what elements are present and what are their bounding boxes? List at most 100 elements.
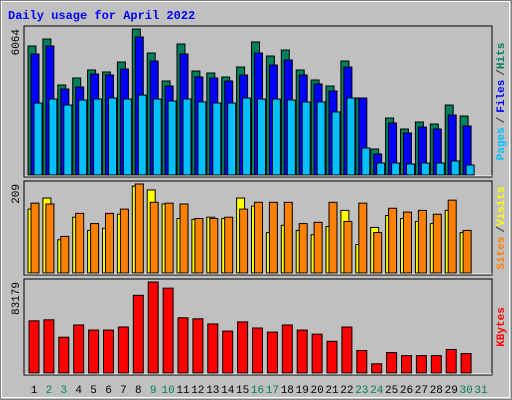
bar [415,355,427,374]
legend-entry: Pages [496,127,508,160]
bar [403,211,412,274]
bar [108,97,117,176]
bar [90,223,100,274]
bar [376,162,386,176]
x-tick-label: 8 [135,385,142,397]
bar [417,209,427,274]
x-tick-label: 13 [206,385,219,397]
bar [137,94,147,176]
x-tick-label: 2 [46,385,53,397]
x-tick-label: 26 [400,385,413,397]
bar [286,99,296,176]
bar [197,101,207,176]
bar [341,326,353,374]
bar [227,102,237,176]
x-tick-label: 3 [60,385,67,397]
legend-separator: / [496,116,508,123]
bar [164,202,174,274]
bar [313,221,323,274]
bar [435,162,445,176]
bar [450,160,460,176]
bar [465,164,475,176]
bar [222,330,234,374]
x-tick-label: 19 [296,385,309,397]
bar [420,162,430,176]
x-tick-label: 22 [340,385,353,397]
bar [105,212,114,274]
bar [391,162,401,176]
y-tick-label: 6064 [11,29,23,56]
bar [45,203,55,274]
y-tick-label: 83179 [11,282,23,315]
bar [48,98,58,176]
legend-entry: Hits [496,43,508,69]
bar [78,99,88,176]
bar [311,333,323,374]
bar [432,213,442,274]
bar [445,348,457,374]
x-tick-label: 20 [310,385,323,397]
x-tick-label: 16 [251,385,264,397]
x-tick-label: 27 [415,385,428,397]
bar [460,353,472,374]
bar [283,201,293,274]
bar [30,202,40,274]
bar [43,319,55,374]
legend-separator: / [496,226,508,233]
bar [162,287,174,374]
x-tick-label: 15 [236,385,249,397]
bar [132,294,144,374]
x-tick-label: 10 [161,385,174,397]
x-tick-label: 17 [266,385,279,397]
bar [252,327,263,374]
bar [301,101,311,176]
bar [212,102,222,176]
x-tick-label: 6 [105,385,112,397]
x-tick-label: 21 [325,385,339,397]
x-tick-label: 29 [445,385,458,397]
x-tick-label: 11 [176,385,190,397]
x-tick-label: 14 [221,385,235,397]
x-tick-label: 7 [120,385,127,397]
bar [266,331,278,374]
bar [88,329,100,374]
bar [447,199,457,274]
x-tick-label: 9 [150,385,157,397]
bar [117,326,129,374]
bar [207,323,219,374]
bar [242,97,252,176]
bar [462,229,472,274]
bar [134,183,144,274]
x-tick-label: 5 [90,385,97,397]
bar [28,320,40,374]
bar [33,102,43,176]
bar [93,98,103,176]
bar [386,352,398,374]
legend: Pages/Files/Hits [496,43,508,161]
bar [346,97,356,176]
bar [406,163,415,176]
bar [373,232,383,274]
bar [271,98,281,176]
bar [401,355,412,374]
legend-entry: Files [496,80,508,113]
bar [75,212,85,274]
y-tick-label: 209 [11,184,23,204]
bar [257,98,266,176]
bar [430,355,442,374]
bar [179,203,189,274]
bar [356,350,368,374]
bar [331,111,341,176]
legend-entry: Visits [496,186,508,226]
bar [194,217,204,274]
bar [182,98,192,176]
bar [237,321,249,374]
bar [147,281,159,374]
bar [316,101,326,176]
bar [177,317,189,374]
bar [192,318,204,374]
bar [122,98,132,176]
x-tick-label: 4 [75,385,82,397]
